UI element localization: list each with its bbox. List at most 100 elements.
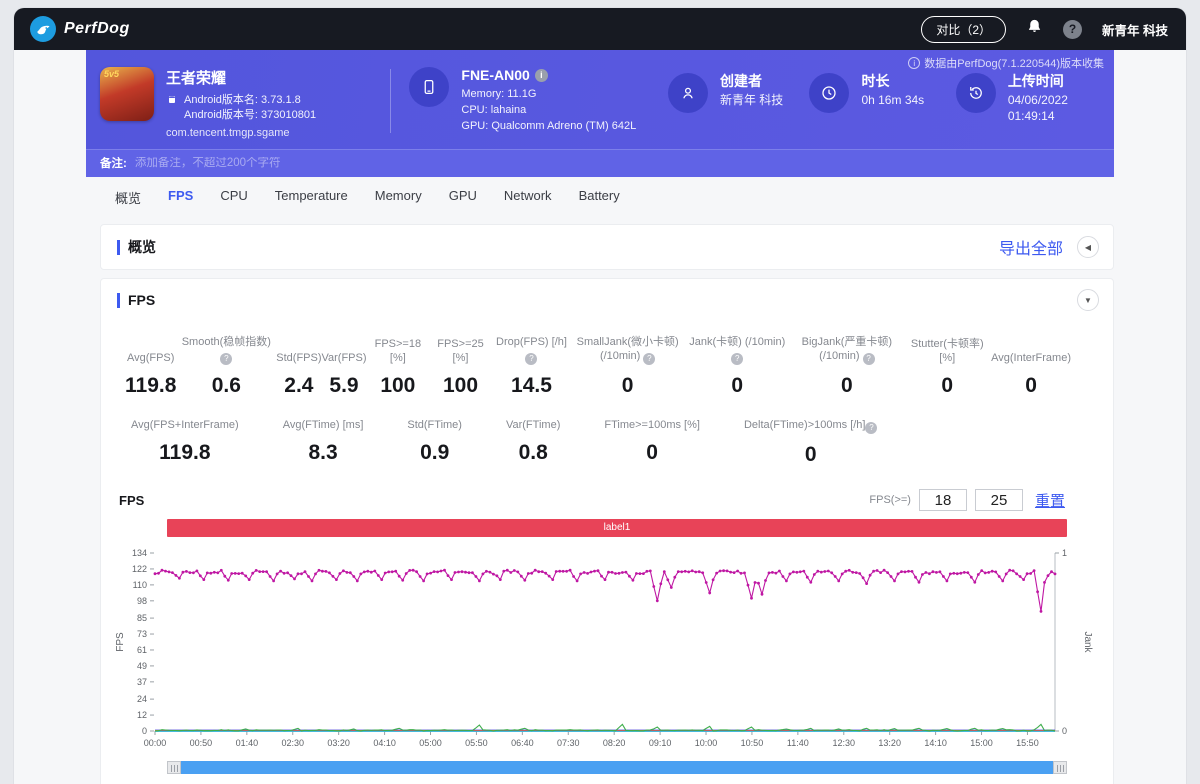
- metric-label: SmallJank(微小卡顿) (/10min): [577, 336, 679, 362]
- device-gpu: GPU: Qualcomm Adreno (TM) 642L: [461, 118, 636, 134]
- metric-value: 8.3: [283, 441, 364, 465]
- help-icon[interactable]: ?: [525, 353, 537, 365]
- metric-value: 100: [367, 374, 430, 398]
- svg-text:122: 122: [132, 564, 147, 574]
- svg-text:FPS: FPS: [115, 632, 126, 652]
- svg-text:09:10: 09:10: [649, 738, 672, 748]
- upload-time-label: 上传时间: [1008, 73, 1114, 89]
- help-icon[interactable]: ?: [1063, 20, 1082, 39]
- collect-note: i 数据由PerfDog(7.1.220544)版本收集: [908, 55, 1104, 71]
- svg-text:06:40: 06:40: [511, 738, 534, 748]
- chart-scrollbar: [167, 761, 1067, 774]
- tab-gpu[interactable]: GPU: [449, 188, 477, 207]
- tab-cpu[interactable]: CPU: [220, 188, 247, 207]
- collapse-left-button[interactable]: ◀: [1077, 236, 1099, 258]
- chart-title: FPS: [119, 493, 144, 508]
- svg-text:0: 0: [1062, 726, 1067, 736]
- reset-button[interactable]: 重置: [1035, 490, 1065, 511]
- info-icon: i: [908, 57, 920, 69]
- svg-text:05:50: 05:50: [465, 738, 488, 748]
- metric-label: FPS>=18 [%]: [367, 337, 430, 365]
- android-version-code: Android版本号: 373010801: [184, 108, 316, 123]
- app-name: 王者荣耀: [166, 67, 390, 88]
- metric-label: Avg(FTime) [ms]: [283, 418, 364, 432]
- metric-value: 119.8: [125, 374, 176, 398]
- metric-value: 0.8: [506, 441, 560, 465]
- svg-text:134: 134: [132, 548, 147, 558]
- metric-label: FTime>=100ms [%]: [604, 418, 700, 432]
- metric-label: Delta(FTime)>100ms [/h]: [744, 419, 866, 431]
- tab-overview[interactable]: 概览: [115, 188, 141, 207]
- svg-text:12:30: 12:30: [833, 738, 856, 748]
- annotation-band: label1: [167, 519, 1067, 537]
- metric-value: 119.8: [131, 441, 239, 465]
- phone-icon: [409, 67, 449, 107]
- compare-button[interactable]: 对比（2）: [921, 16, 1006, 43]
- help-icon[interactable]: ?: [863, 353, 875, 365]
- svg-text:Jank: Jank: [1082, 631, 1093, 653]
- help-icon[interactable]: ?: [865, 422, 877, 434]
- metric-label: FPS>=25 [%]: [429, 337, 492, 365]
- metric-value: 0: [991, 374, 1071, 398]
- help-icon[interactable]: ?: [220, 353, 232, 365]
- tab-memory[interactable]: Memory: [375, 188, 422, 207]
- topbar: PerfDog 对比（2） ? 新青年 科技: [14, 8, 1186, 50]
- tab-fps[interactable]: FPS: [168, 188, 193, 207]
- metric-value: 0: [790, 374, 903, 398]
- help-icon[interactable]: ?: [731, 353, 743, 365]
- tab-temperature[interactable]: Temperature: [275, 188, 348, 207]
- metric-value: 0: [903, 374, 991, 398]
- svg-text:07:30: 07:30: [557, 738, 580, 748]
- metric-label: Stutter(卡顿率) [%]: [903, 337, 991, 365]
- svg-text:85: 85: [137, 613, 147, 623]
- scrollbar-track[interactable]: [181, 761, 1053, 774]
- scrollbar-right-handle[interactable]: [1053, 761, 1067, 774]
- scrollbar-left-handle[interactable]: [167, 761, 181, 774]
- fps-chart-canvas[interactable]: 134122110988573614937241201000:0000:5001…: [113, 547, 1103, 754]
- device-memory: Memory: 11.1G: [461, 86, 636, 102]
- svg-text:110: 110: [133, 580, 147, 590]
- device-cpu: CPU: lahaina: [461, 102, 636, 118]
- metric-label: Std(FTime): [407, 418, 462, 432]
- metric-label: Avg(FPS): [125, 351, 176, 365]
- user-name[interactable]: 新青年 科技: [1102, 20, 1168, 39]
- metric-value: 5.9: [322, 374, 367, 398]
- metric-value: 0.9: [407, 441, 462, 465]
- svg-text:00:00: 00:00: [144, 738, 167, 748]
- bell-icon[interactable]: [1026, 18, 1043, 41]
- tab-battery[interactable]: Battery: [579, 188, 620, 207]
- tab-network[interactable]: Network: [504, 188, 552, 207]
- perfdog-logo-icon: [30, 16, 56, 42]
- metric-label: Std(FPS): [276, 351, 321, 365]
- threshold-label: FPS(>=): [869, 494, 911, 506]
- svg-text:10:00: 10:00: [695, 738, 718, 748]
- svg-text:37: 37: [137, 677, 147, 687]
- svg-text:24: 24: [137, 694, 147, 704]
- fps-card-title: FPS: [117, 293, 155, 308]
- app-icon: 5v5: [100, 67, 154, 121]
- device-info-icon[interactable]: i: [535, 69, 548, 82]
- note-label: 备注:: [100, 155, 127, 171]
- metric-label: Drop(FPS) [/h]: [496, 336, 567, 348]
- metric-value: 0: [604, 441, 700, 465]
- collapse-down-button[interactable]: ▼: [1077, 289, 1099, 311]
- export-all-button[interactable]: 导出全部: [999, 235, 1063, 259]
- threshold-high-input[interactable]: [975, 489, 1023, 511]
- svg-text:14:10: 14:10: [924, 738, 947, 748]
- creator-label: 创建者: [720, 73, 783, 89]
- note-input[interactable]: [135, 157, 735, 169]
- threshold-low-input[interactable]: [919, 489, 967, 511]
- svg-text:15:50: 15:50: [1016, 738, 1039, 748]
- person-icon: [668, 73, 708, 113]
- divider: [390, 69, 391, 133]
- chart-area: label1 134122110988573614937241201000:00…: [101, 519, 1113, 774]
- svg-text:73: 73: [137, 629, 147, 639]
- metric-label: Var(FPS): [322, 351, 367, 365]
- metrics-row-2: Avg(FPS+InterFrame)119.8 Avg(FTime) [ms]…: [101, 398, 1113, 467]
- package-name: com.tencent.tmgp.sgame: [166, 127, 390, 139]
- help-icon[interactable]: ?: [643, 353, 655, 365]
- device-model: FNE-AN00: [461, 67, 529, 83]
- metric-value: 0.6: [176, 374, 276, 398]
- metric-value: 100: [429, 374, 492, 398]
- metric-value: 0: [744, 443, 878, 467]
